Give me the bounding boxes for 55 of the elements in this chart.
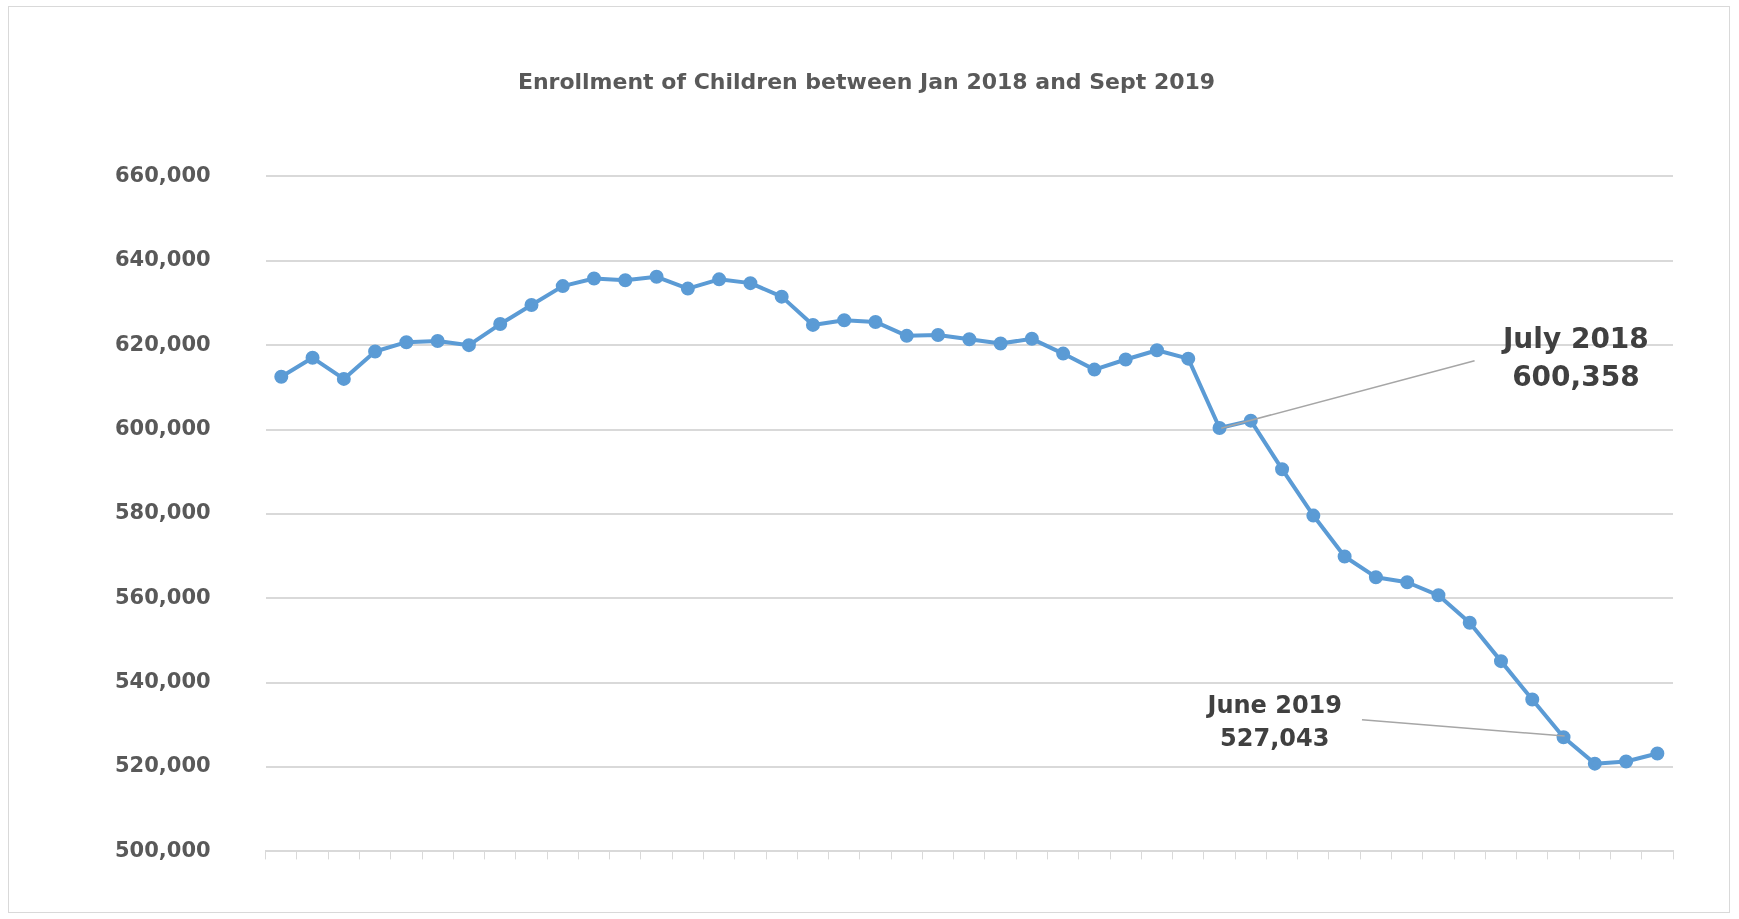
point xyxy=(805,317,820,332)
annotation: July 2018 600,358 xyxy=(1500,321,1649,393)
y-tick-label: 600,000 xyxy=(114,415,211,440)
point xyxy=(1024,331,1039,346)
point xyxy=(899,328,914,343)
y-tick-label: 620,000 xyxy=(114,331,211,356)
point xyxy=(993,336,1008,351)
point xyxy=(680,281,695,296)
y-tick-label: 660,000 xyxy=(114,162,211,187)
chart-title: Enrollment of Children between Jan 2018 and Sept 2019 xyxy=(517,68,1216,94)
point xyxy=(587,271,602,286)
point xyxy=(1118,352,1133,367)
point xyxy=(336,371,351,386)
point xyxy=(461,338,476,353)
point xyxy=(837,313,852,328)
point xyxy=(1368,570,1383,585)
y-tick-label: 560,000 xyxy=(114,584,211,609)
point xyxy=(1149,343,1164,358)
point xyxy=(1087,362,1102,377)
point xyxy=(649,269,664,284)
point xyxy=(1400,575,1415,590)
point xyxy=(712,272,727,287)
point xyxy=(1525,692,1540,707)
point xyxy=(1056,346,1071,361)
point xyxy=(524,298,539,313)
point xyxy=(274,369,289,384)
point xyxy=(774,289,789,304)
point xyxy=(1431,588,1446,603)
point xyxy=(868,314,883,329)
point xyxy=(931,328,946,343)
point xyxy=(430,333,445,348)
point xyxy=(743,276,758,291)
point xyxy=(555,279,570,294)
point xyxy=(368,344,383,359)
point xyxy=(1306,508,1321,523)
point xyxy=(1275,462,1290,477)
y-tick-label: 540,000 xyxy=(114,669,211,694)
point xyxy=(1650,746,1665,761)
y-tick-label: 640,000 xyxy=(114,247,211,272)
point xyxy=(1493,654,1508,669)
y-tick-label: 520,000 xyxy=(114,753,211,778)
annotation: June 2019 527,043 xyxy=(1205,691,1342,752)
y-tick-label: 580,000 xyxy=(114,500,211,525)
point xyxy=(399,335,414,350)
point xyxy=(1619,754,1634,769)
point xyxy=(493,317,508,332)
point xyxy=(618,273,633,288)
point xyxy=(962,332,977,347)
point xyxy=(305,350,320,365)
y-tick-label: 500,000 xyxy=(114,837,211,862)
point xyxy=(1462,615,1477,630)
point xyxy=(1212,421,1227,436)
point xyxy=(1587,756,1602,771)
point xyxy=(1181,351,1196,366)
point xyxy=(1337,549,1352,564)
